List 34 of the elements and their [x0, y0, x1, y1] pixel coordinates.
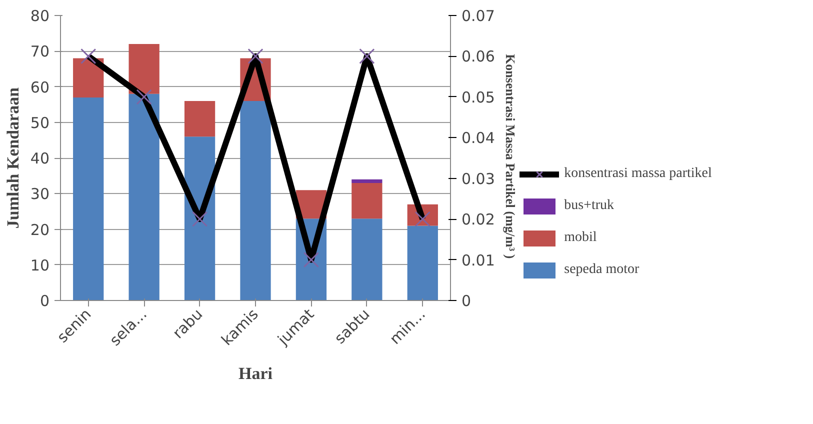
- bar: [352, 182, 382, 219]
- y2-tick-label: 0.04: [462, 129, 495, 148]
- y-tick-label: 40: [30, 150, 50, 168]
- y-tick-label: 0: [40, 292, 50, 310]
- y2-tick-label: 0.02: [462, 210, 495, 229]
- y2-tick-label: 0: [462, 292, 472, 310]
- bar: [128, 94, 160, 300]
- y-tick-label: 60: [30, 78, 50, 96]
- legend-label: konsentrasi massa partikel: [564, 166, 712, 182]
- y2-tick-label: 0.05: [462, 88, 495, 106]
- bar: [240, 101, 271, 300]
- bar: [352, 218, 382, 300]
- y-tick-label: 10: [30, 256, 50, 274]
- y-tick-label: 70: [30, 42, 50, 61]
- bar: [73, 58, 104, 98]
- legend-label: sepeda motor: [564, 262, 640, 278]
- y2-tick-label: 0.06: [462, 48, 495, 66]
- x-axis-title: Hari: [238, 364, 273, 383]
- bar: [73, 97, 104, 300]
- y2-axis-title: Konsentrasi Massa Partikel (mg/m³ ): [502, 54, 518, 259]
- y-tick-label: 20: [30, 220, 50, 239]
- y-tick-label: 80: [30, 7, 50, 25]
- bar: [184, 101, 216, 137]
- bar: [128, 44, 160, 94]
- bar: [407, 226, 438, 300]
- legend-label: mobil: [564, 230, 597, 246]
- y2-tick-label: 0.03: [462, 170, 495, 188]
- legend-label: bus+truk: [564, 198, 614, 214]
- bar: [352, 179, 382, 183]
- y-tick-label: 30: [30, 185, 50, 204]
- y2-tick-label: 0.07: [462, 7, 495, 25]
- y-tick-label: 50: [30, 114, 50, 132]
- y2-tick-label: 0.01: [462, 251, 495, 270]
- y-axis-title: Jumlah Kendaraan: [3, 86, 22, 229]
